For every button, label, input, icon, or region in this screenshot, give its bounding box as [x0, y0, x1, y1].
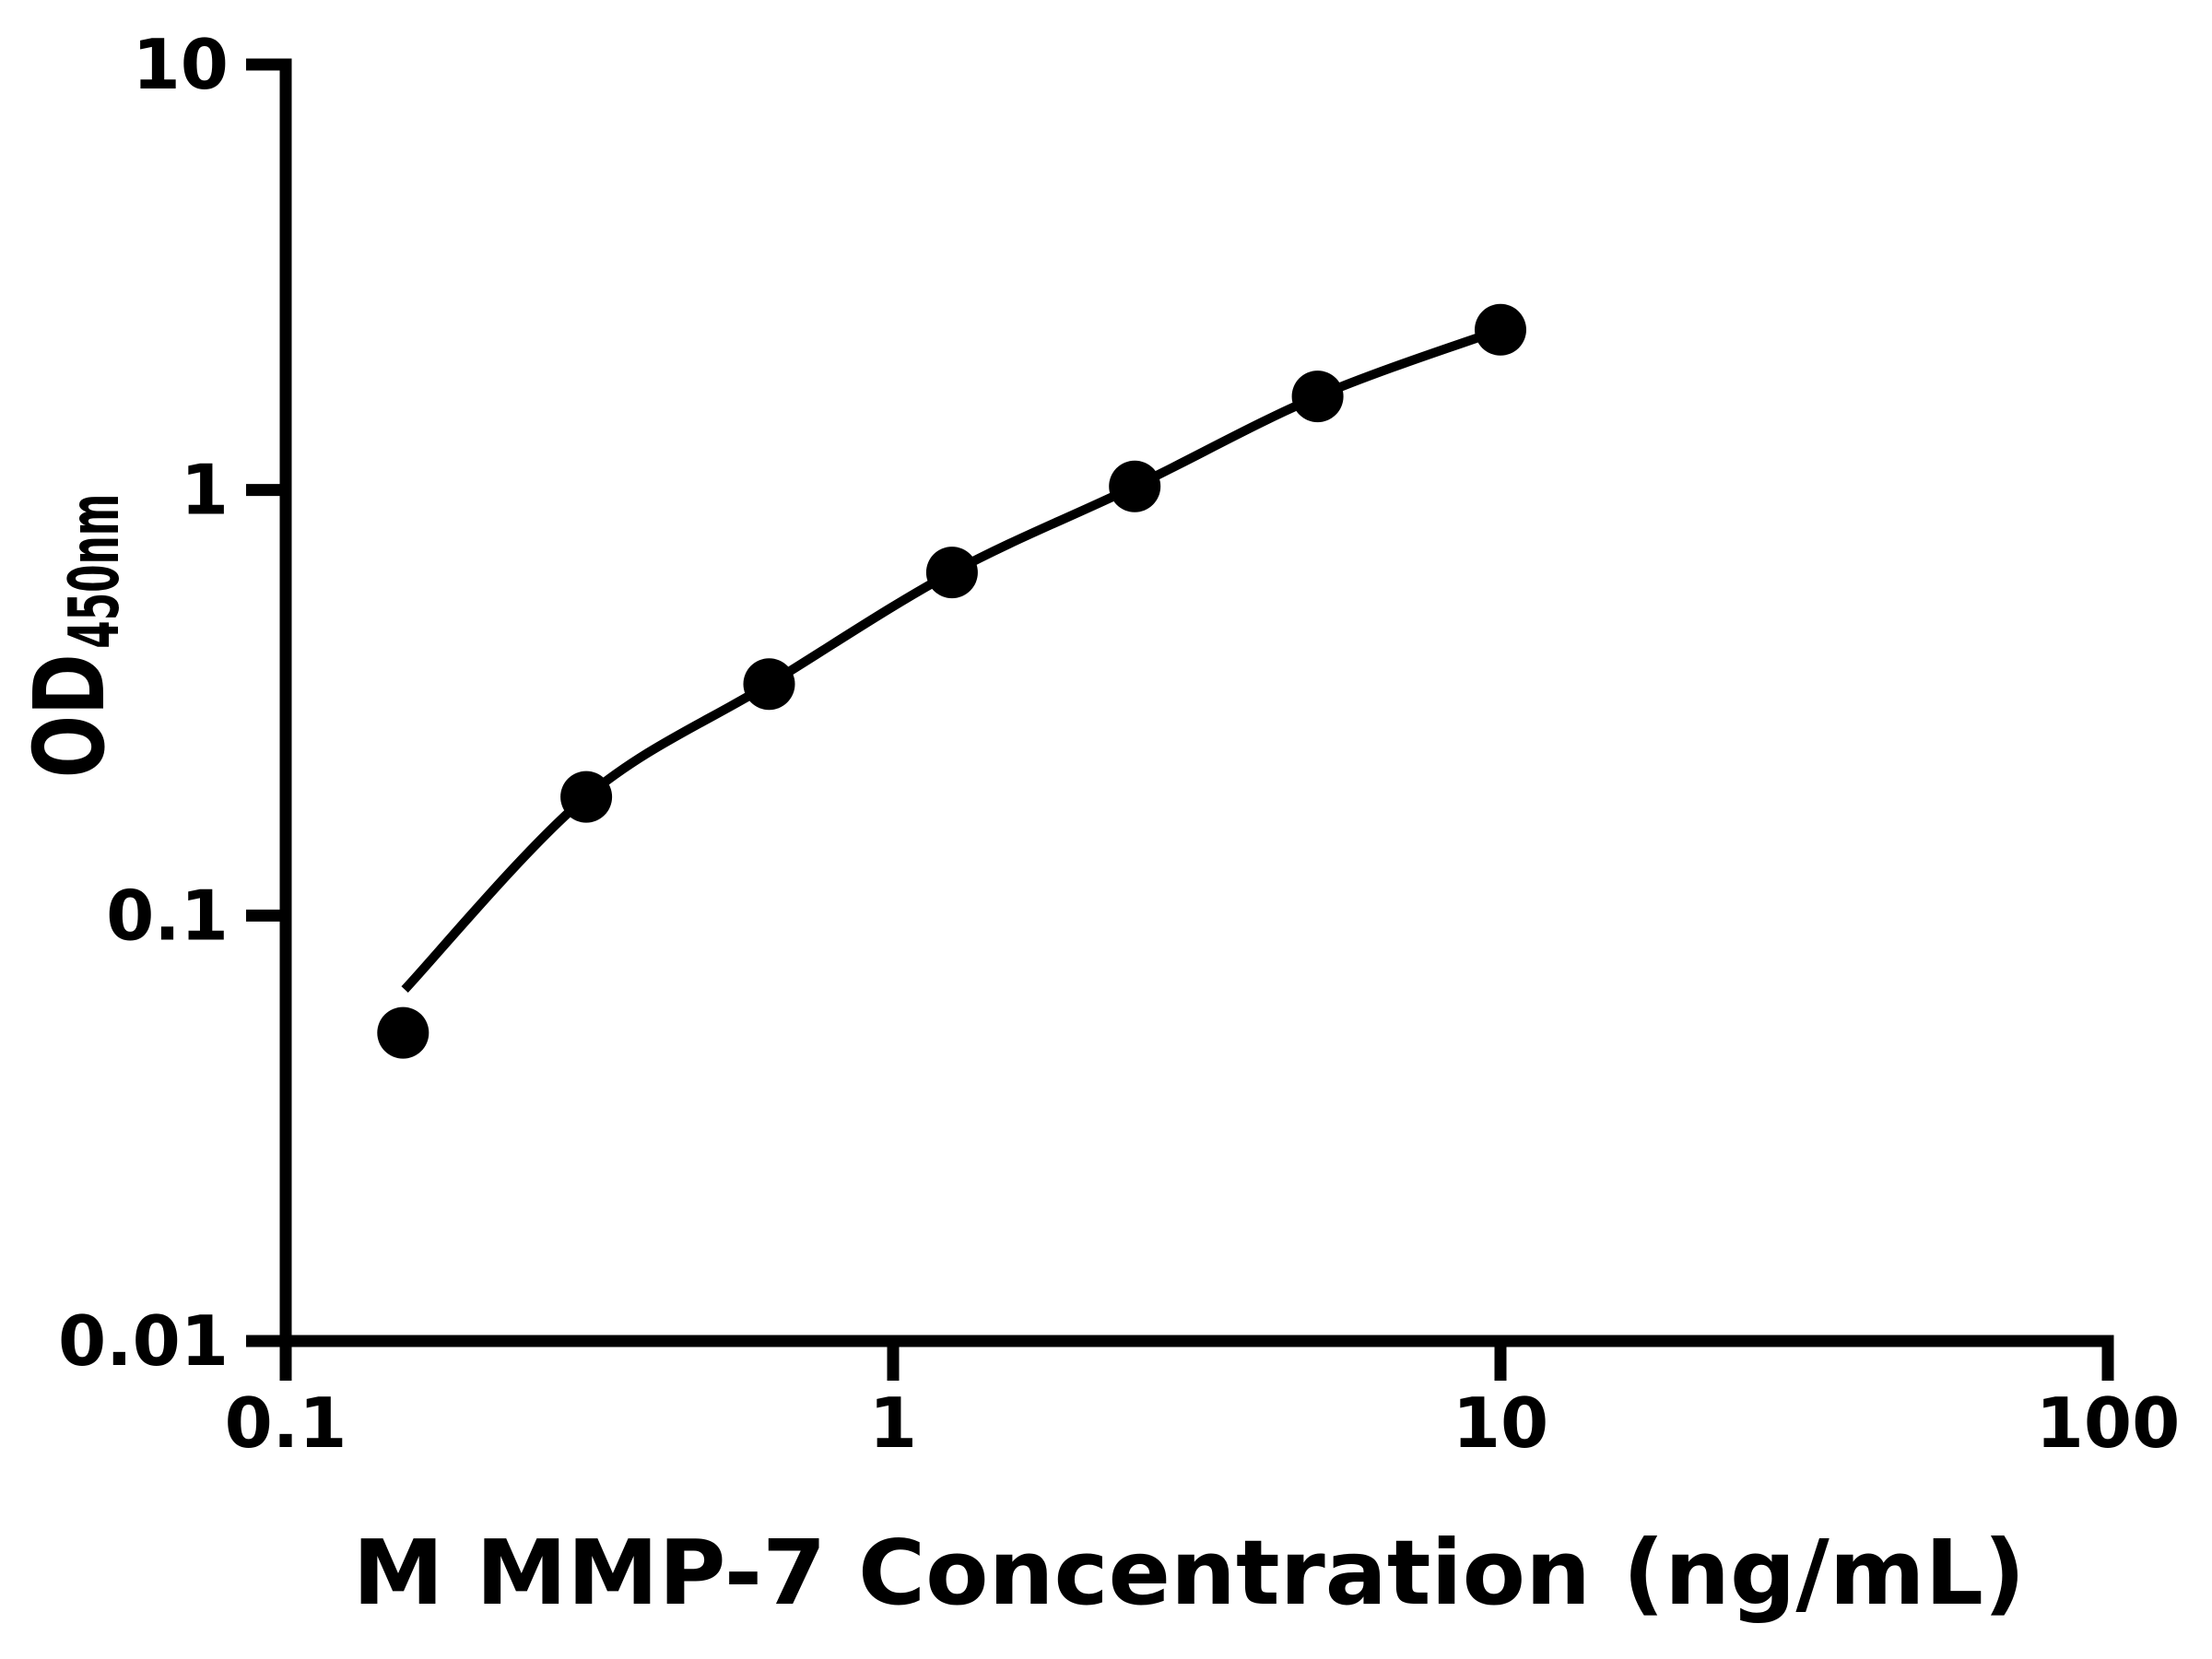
y-tick-label: 0.1	[106, 875, 229, 956]
y-tick-label: 0.01	[58, 1300, 229, 1382]
y-axis-title: OD 450nm	[14, 494, 135, 779]
y-axis-title-main: OD	[14, 653, 126, 778]
data-point	[560, 771, 613, 823]
y-axis-title-sub: 450nm	[53, 494, 135, 649]
x-tick-label: 1	[869, 1382, 917, 1464]
data-points	[377, 303, 1526, 1059]
data-point	[377, 1006, 429, 1059]
x-tick-label: 0.1	[225, 1382, 347, 1464]
data-point	[925, 547, 978, 599]
x-tick-label: 100	[2036, 1382, 2181, 1464]
y-tick-label: 1	[181, 450, 229, 531]
data-point	[1475, 303, 1526, 356]
fit-curve-line	[401, 325, 1502, 994]
data-point	[1109, 460, 1161, 512]
axis-spine	[279, 58, 2114, 1347]
x-axis-title: M MMP-7 Concentration (ng/mL)	[353, 1521, 2026, 1625]
x-tick-label: 10	[1453, 1382, 1548, 1464]
data-point	[743, 658, 795, 711]
y-tick-label: 10	[133, 24, 229, 105]
data-point	[1291, 371, 1344, 423]
